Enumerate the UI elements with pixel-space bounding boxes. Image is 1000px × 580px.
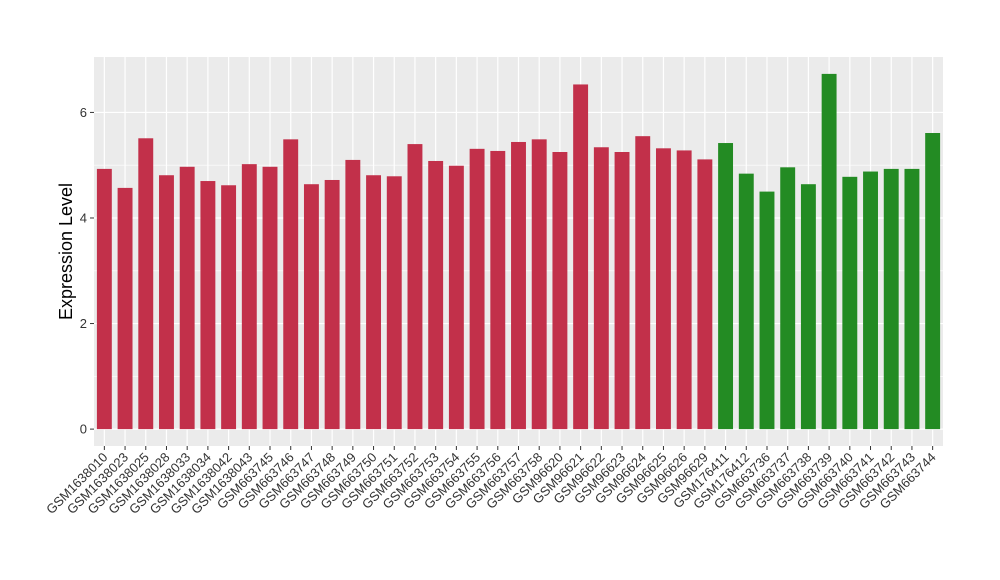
bar-GSM663758 (531, 139, 547, 430)
bar-GSM663755 (469, 148, 485, 430)
y-tick-label: 0 (80, 422, 87, 437)
bar-GSM1638034 (200, 181, 216, 430)
bar-GSM96622 (593, 147, 609, 430)
bar-GSM663757 (511, 141, 526, 430)
bar-GSM1638025 (138, 138, 154, 430)
bar-GSM1638028 (159, 175, 174, 430)
bar-GSM663740 (842, 176, 858, 430)
y-tick-label: 2 (80, 316, 87, 331)
bar-GSM1638043 (241, 164, 257, 430)
bar-GSM1638023 (117, 187, 133, 430)
bar-GSM1638042 (221, 185, 237, 430)
bar-GSM663738 (800, 184, 816, 430)
bar-GSM663756 (490, 150, 506, 430)
bar-GSM663744 (925, 133, 941, 430)
bar-GSM663739 (821, 73, 837, 430)
bar-GSM663736 (759, 191, 775, 430)
bar-GSM663746 (283, 139, 299, 430)
bar-GSM663753 (428, 160, 444, 430)
bar-GSM176412 (738, 173, 754, 430)
bar-GSM663747 (303, 184, 319, 430)
bar-GSM176411 (718, 143, 734, 430)
bar-GSM663741 (863, 171, 878, 430)
bar-GSM96625 (655, 148, 671, 430)
bar-GSM663754 (448, 165, 464, 430)
bar-GSM663752 (407, 144, 423, 430)
bar-GSM96621 (573, 84, 589, 430)
bar-GSM96623 (614, 152, 630, 430)
y-tick-label: 6 (80, 105, 87, 120)
bar-GSM1638010 (96, 168, 112, 430)
bar-GSM663745 (262, 166, 278, 430)
bar-GSM96626 (676, 150, 692, 430)
y-axis: 0 2 4 6 (80, 105, 94, 437)
bar-GSM663737 (780, 167, 796, 430)
y-axis-title: Expression Level (56, 183, 76, 320)
bar-GSM663750 (366, 175, 382, 430)
bar-GSM1638033 (179, 166, 195, 430)
bar-GSM663743 (904, 168, 920, 430)
bar-GSM663751 (386, 176, 402, 430)
x-axis: GSM1638010GSM1638023GSM1638025GSM1638028… (43, 446, 939, 517)
bar-GSM96624 (635, 136, 651, 430)
bar-GSM96620 (552, 152, 568, 430)
bar-GSM663742 (883, 168, 899, 430)
bar-GSM663748 (324, 179, 340, 430)
y-tick-label: 4 (80, 210, 87, 225)
bar-GSM663749 (345, 159, 361, 430)
bar-GSM96629 (697, 159, 713, 430)
bars (96, 73, 941, 430)
